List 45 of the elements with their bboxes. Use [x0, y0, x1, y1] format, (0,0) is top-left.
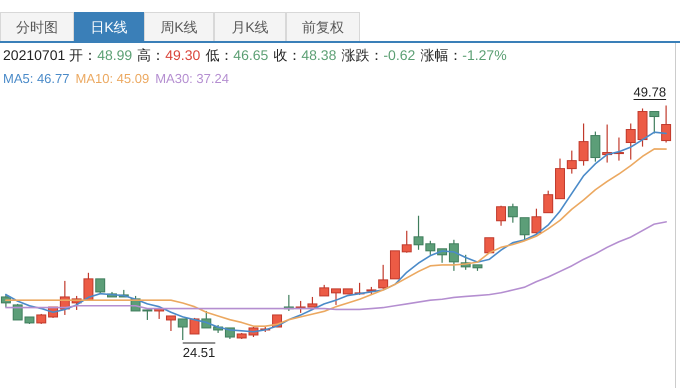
candlestick — [520, 217, 530, 242]
text: 收： — [273, 47, 302, 63]
text: 涨幅： — [420, 47, 462, 63]
candlestick — [95, 278, 106, 294]
text: -1.27% — [462, 47, 507, 63]
candlestick — [425, 240, 436, 256]
candlestick — [402, 230, 412, 254]
candlestick — [531, 208, 542, 234]
text: -0.62 — [383, 47, 416, 63]
candlestick — [378, 264, 388, 290]
text: MA10: 45.09 — [76, 71, 150, 86]
text: MA5: 46.77 — [3, 71, 70, 86]
candlestick — [142, 309, 152, 321]
candlestick — [36, 313, 46, 325]
candlestick — [590, 130, 600, 162]
candlestick — [508, 203, 518, 224]
candlestick — [178, 318, 188, 341]
text: 48.38 — [301, 47, 337, 63]
candlestick — [626, 122, 636, 160]
candlestick — [484, 237, 494, 254]
text: 低： — [205, 47, 234, 63]
text: 涨跌： — [341, 47, 384, 63]
candlestick — [496, 205, 506, 226]
candlestick — [448, 239, 459, 272]
text: MA30: 37.24 — [155, 71, 229, 86]
text: 49.30 — [165, 47, 200, 63]
candlestick — [319, 284, 330, 297]
candlestick — [414, 215, 424, 250]
candlestick — [12, 303, 23, 321]
text: 46.65 — [233, 47, 269, 63]
text: 20210701 开： — [3, 47, 98, 63]
candlestick — [649, 110, 660, 134]
text: 48.99 — [97, 47, 132, 63]
candlestick — [543, 190, 554, 214]
candlestick — [566, 150, 577, 174]
text: 高： — [137, 47, 166, 63]
candlestick — [331, 288, 341, 306]
candlestick — [190, 317, 200, 335]
text: 24.51 — [182, 345, 216, 360]
candlestick — [578, 122, 589, 166]
candlestick — [661, 104, 672, 144]
candlestick — [166, 315, 176, 332]
text: 49.78 — [634, 84, 666, 100]
tabs: 分时图 日K线 周K线 月K线 前复权 — [0, 12, 360, 42]
candlestick — [307, 296, 318, 308]
